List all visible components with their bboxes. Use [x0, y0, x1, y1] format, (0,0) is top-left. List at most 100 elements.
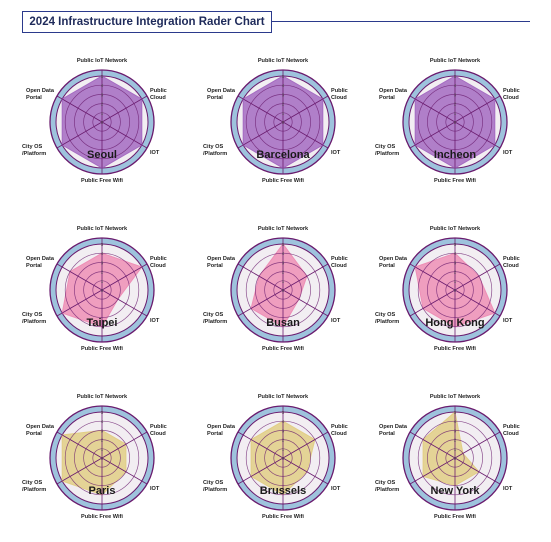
axis-label: IOT [150, 150, 160, 156]
axis-spoke [282, 121, 329, 149]
radar-chart-seoul: 0 1 2 3 4 5 Seoul Public IoT Network PublicCloud… [22, 58, 167, 184]
tick-label: 1 [454, 111, 457, 116]
axis-spoke [101, 431, 148, 459]
city-label: Hong Kong [425, 317, 484, 329]
tick-label: 0 [454, 456, 457, 461]
axis-label: Public Free Wifi [434, 346, 476, 352]
axis-label: Public [503, 256, 520, 262]
axis-spoke [56, 121, 103, 149]
tick-label: 5 [282, 410, 285, 415]
axis-label: Open Data [379, 424, 408, 430]
tick-label: 5 [282, 242, 285, 247]
tick-label: 1 [101, 111, 104, 116]
axis-label: Portal [207, 431, 223, 437]
axis-spoke [409, 95, 456, 123]
tick-label: 1 [282, 279, 285, 284]
axis-label: Portal [379, 431, 395, 437]
tick-label: 0 [454, 120, 457, 125]
axis-label: Open Data [379, 88, 408, 94]
axis-label: City OS [22, 312, 42, 318]
tick-label: 5 [454, 242, 457, 247]
tick-label: 4 [282, 83, 285, 88]
tick-label: 4 [454, 83, 457, 88]
axis-label: Open Data [26, 88, 55, 94]
axis-label: Public IoT Network [258, 394, 309, 400]
tick-label: 5 [282, 74, 285, 79]
axis-spoke [282, 289, 329, 317]
radar-chart-incheon: 0 1 2 3 4 5 Incheon Public IoT Network PublicClo… [375, 58, 520, 184]
axis-spoke [282, 431, 329, 459]
axis-label: Public IoT Network [430, 226, 481, 232]
axis-label: Public Free Wifi [262, 178, 304, 184]
tick-label: 3 [454, 260, 457, 265]
radar-chart-taipei: 0 1 2 3 4 5 Taipei Public IoT Network PublicClou… [22, 226, 167, 352]
axis-spoke [454, 263, 501, 291]
axis-label: Public [331, 424, 348, 430]
axis-label: Portal [26, 431, 42, 437]
axis-label: City OS [203, 144, 223, 150]
axis-spoke [56, 95, 103, 123]
tick-label: 0 [454, 288, 457, 293]
axis-label: /Platform [203, 487, 227, 493]
tick-label: 2 [101, 270, 104, 275]
axis-label: /Platform [22, 151, 46, 157]
axis-label: IOT [331, 486, 341, 492]
axis-spoke [101, 95, 148, 123]
axis-label: Public Free Wifi [434, 178, 476, 184]
axis-label: IOT [331, 150, 341, 156]
axis-label: Open Data [26, 256, 55, 262]
axis-label: City OS [375, 480, 395, 486]
tick-label: 5 [454, 74, 457, 79]
axis-spoke [454, 95, 501, 123]
axis-spoke [101, 121, 148, 149]
axis-spoke [101, 289, 148, 317]
axis-label: Open Data [207, 256, 236, 262]
city-label: Taipei [87, 317, 118, 329]
axis-spoke [237, 121, 284, 149]
axis-label: Portal [26, 263, 42, 269]
axis-label: Cloud [150, 263, 166, 269]
axis-label: Open Data [207, 424, 236, 430]
axis-label: Portal [379, 95, 395, 101]
tick-label: 4 [454, 419, 457, 424]
axis-spoke [282, 457, 329, 485]
axis-label: Public [503, 424, 520, 430]
axis-spoke [282, 263, 329, 291]
tick-label: 4 [101, 419, 104, 424]
axis-spoke [56, 431, 103, 459]
axis-label: Public [150, 256, 167, 262]
tick-label: 3 [282, 92, 285, 97]
axis-label: /Platform [22, 319, 46, 325]
radar-chart-brussels: 0 1 2 3 4 5 Brussels Public IoT Network PublicCl… [203, 394, 348, 520]
axis-spoke [454, 431, 501, 459]
axis-label: Public IoT Network [430, 394, 481, 400]
axis-spoke [237, 431, 284, 459]
title-rule [272, 21, 530, 22]
axis-label: Cloud [150, 95, 166, 101]
axis-label: Portal [207, 95, 223, 101]
axis-label: IOT [150, 486, 160, 492]
axis-spoke [409, 431, 456, 459]
axis-label: Public Free Wifi [262, 346, 304, 352]
axis-label: Public Free Wifi [81, 178, 123, 184]
tick-label: 4 [454, 251, 457, 256]
tick-label: 3 [454, 92, 457, 97]
axis-label: City OS [22, 480, 42, 486]
axis-spoke [454, 457, 501, 485]
tick-label: 2 [101, 438, 104, 443]
axis-label: City OS [203, 312, 223, 318]
axis-label: Portal [379, 263, 395, 269]
axis-label: Public Free Wifi [81, 346, 123, 352]
tick-label: 3 [101, 428, 104, 433]
tick-label: 0 [101, 120, 104, 125]
axis-label: IOT [331, 318, 341, 324]
tick-label: 0 [282, 456, 285, 461]
tick-label: 3 [282, 428, 285, 433]
axis-label: /Platform [375, 487, 399, 493]
axis-label: City OS [375, 144, 395, 150]
tick-label: 5 [101, 242, 104, 247]
tick-label: 4 [282, 419, 285, 424]
axis-spoke [282, 95, 329, 123]
axis-label: Public [503, 88, 520, 94]
